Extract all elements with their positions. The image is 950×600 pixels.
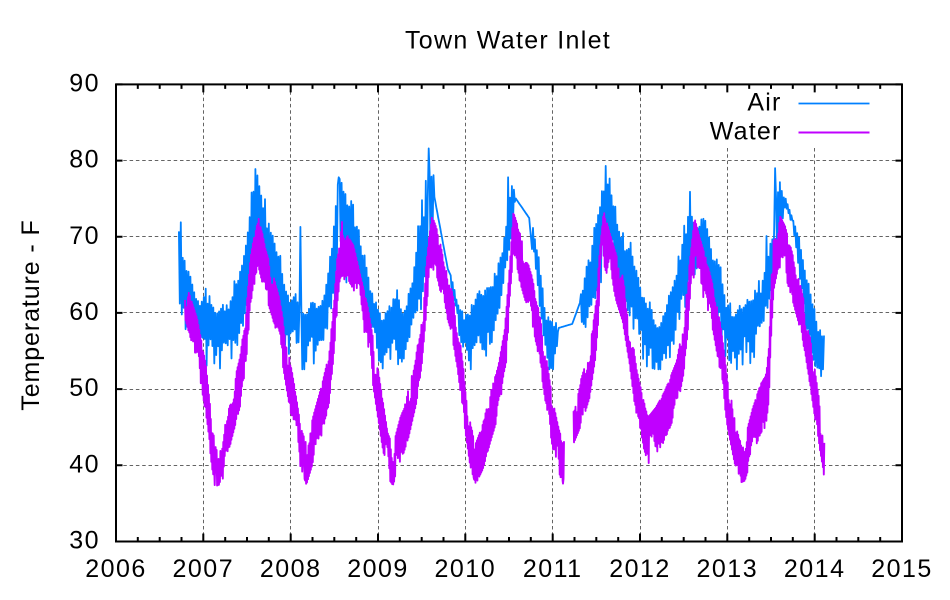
svg-text:Temperature - F: Temperature - F xyxy=(17,219,45,410)
svg-text:70: 70 xyxy=(69,222,100,250)
svg-text:Air: Air xyxy=(747,89,781,117)
svg-text:2012: 2012 xyxy=(609,555,671,583)
svg-text:Water: Water xyxy=(710,118,782,146)
svg-text:2010: 2010 xyxy=(434,555,496,583)
svg-text:2006: 2006 xyxy=(85,555,147,583)
svg-text:2014: 2014 xyxy=(784,555,846,583)
svg-text:90: 90 xyxy=(69,69,100,97)
svg-text:30: 30 xyxy=(69,527,100,555)
svg-text:2015: 2015 xyxy=(871,555,933,583)
svg-text:2009: 2009 xyxy=(347,555,409,583)
svg-text:2008: 2008 xyxy=(260,555,322,583)
svg-text:2011: 2011 xyxy=(523,555,583,583)
svg-text:40: 40 xyxy=(69,450,100,478)
svg-text:2007: 2007 xyxy=(172,555,234,583)
svg-text:60: 60 xyxy=(69,298,100,326)
svg-text:Town Water Inlet: Town Water Inlet xyxy=(405,27,611,55)
svg-text:50: 50 xyxy=(69,374,100,402)
svg-text:80: 80 xyxy=(69,146,100,174)
svg-text:2013: 2013 xyxy=(696,555,758,583)
